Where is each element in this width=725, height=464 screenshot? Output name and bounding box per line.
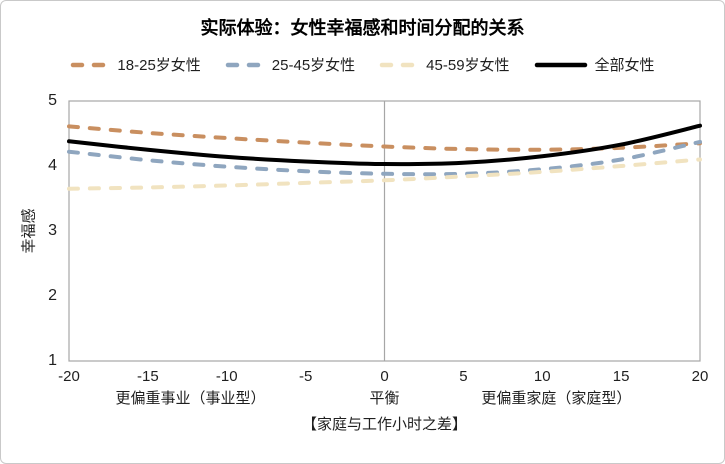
x-tick-label: -5 [298,368,313,385]
legend-line-icon [534,62,587,67]
x-tick-label: 0 [380,368,389,385]
chart-title: 实际体验：女性幸福感和时间分配的关系 [200,18,525,38]
legend-label: 25-45岁女性 [271,57,356,74]
y-axis-title: 幸福感 [20,208,38,254]
y-tick-label: 1 [48,352,57,369]
x-zone-label: 更偏重家庭（家庭型） [481,390,632,407]
x-tick-label: -15 [137,368,159,385]
x-tick-label: 20 [691,368,709,385]
y-tick-label: 4 [48,157,57,174]
x-tick-label: -10 [215,368,238,385]
legend-label: 18-25岁女性 [117,57,201,74]
x-tick-label: -20 [58,368,80,385]
legend: 18-25岁女性 25-45岁女性 45-59岁女性 全部女性 [1,54,724,75]
legend-label: 45-59岁女性 [426,57,510,74]
y-tick-label: 2 [48,287,57,304]
legend-line-icon [225,62,265,67]
legend-line-icon [71,62,110,67]
x-tick-label: 5 [459,368,468,385]
series-line-1 [67,139,702,177]
legend-line-icon [379,62,419,67]
x-zone-label: 更偏重事业（事业型） [115,390,266,407]
legend-item: 全部女性 [534,54,655,75]
x-zone-label: 平衡 [369,390,400,407]
series-line-2 [67,157,702,191]
legend-item: 18-25岁女性 [70,54,201,75]
x-axis-title: 【家庭与工作小时之差】 [301,416,467,433]
y-tick-label: 5 [48,92,57,109]
legend-label: 全部女性 [594,57,655,74]
x-tick-label: 15 [612,368,630,385]
y-tick-label: 3 [48,222,57,239]
series-line-3 [67,123,702,167]
legend-item: 25-45岁女性 [225,54,355,75]
legend-item: 45-59岁女性 [379,54,510,75]
x-tick-label: 10 [533,368,551,385]
